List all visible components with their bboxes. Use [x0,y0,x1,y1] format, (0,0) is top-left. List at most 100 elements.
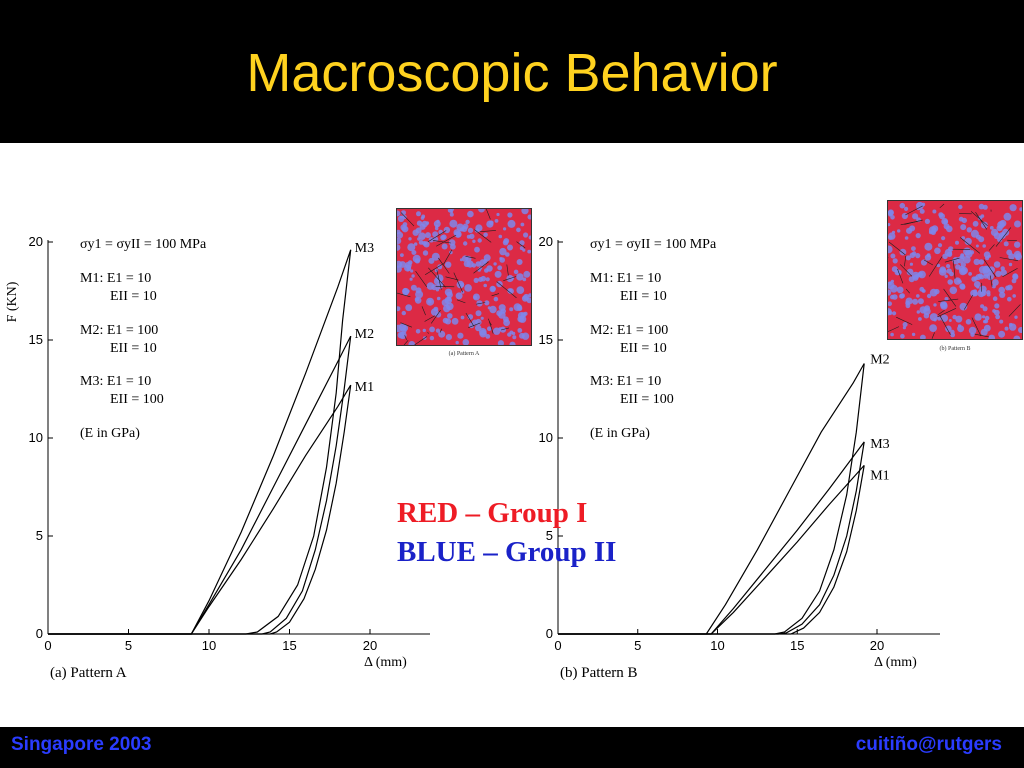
grain-boundary [468,322,481,328]
annot-units: (E in GPa) [80,426,140,441]
chart-caption: (b) Pattern B [560,665,637,681]
grain [975,244,979,248]
grain [896,286,904,294]
grain [527,249,531,254]
grain-boundary [904,219,923,225]
grain [414,297,422,304]
grain [888,301,892,306]
grain [949,286,958,295]
grain-boundary [476,302,486,305]
grain-boundary [436,234,457,247]
grain [924,218,930,224]
grain-boundary [888,326,900,332]
grain [998,232,1006,239]
grain [448,239,456,246]
chart-a-svg: 0 5 10 15 20 0 5 10 15 20 F (KN) Δ (mm) (a) Pattern … [5,234,430,681]
grain [938,212,944,218]
grain [897,229,901,233]
grain [955,315,963,323]
grain [401,225,409,233]
x-tick-label: 10 [202,638,216,653]
grain-boundary [988,244,995,251]
grain [963,255,971,264]
grain [934,288,940,295]
grain [472,293,480,301]
grain [449,219,458,228]
grain [982,265,991,274]
grain [996,225,1003,232]
grain-boundary [970,211,988,227]
grain [445,334,452,341]
grain [432,231,439,238]
grain [983,324,991,332]
grain [493,296,499,302]
grain [523,311,528,316]
grain [905,255,911,261]
grain [498,311,506,319]
grain [982,204,988,210]
grain [946,264,951,269]
grain [516,286,525,294]
series-m1-unloading [48,385,352,635]
grain [984,319,989,324]
grain [930,229,936,235]
grain [509,341,516,345]
grain [408,341,416,345]
series-m1-unloading [558,465,865,635]
grain-boundary [974,333,989,338]
grain [397,210,401,217]
grain [502,239,509,246]
grain-boundary [943,288,957,307]
grain [890,279,894,283]
grain-boundary [999,257,1019,261]
series-m2-unloading [558,363,865,635]
grain-boundary [1007,239,1018,241]
annot-m3-e2: EII = 100 [620,392,674,407]
annot-m2-e2: EII = 10 [620,341,667,356]
grain [891,230,896,234]
grain-boundary [904,255,907,267]
chart-pattern-a: 0 5 10 15 20 0 5 10 15 20 F (KN) Δ (mm) (a) Pattern … [0,195,480,695]
grain [516,304,523,311]
grain [428,257,435,264]
grain [890,215,895,220]
grain [397,231,404,239]
grain [904,236,909,240]
grain-boundary [896,316,913,325]
grain-boundary [430,310,441,324]
grain [985,256,990,261]
grain-boundary [963,294,974,310]
grain [976,285,980,289]
grain [505,252,510,257]
grain [517,328,523,333]
grain [890,284,898,293]
grain-boundary [496,281,517,299]
grain [938,268,947,276]
grain [414,258,421,264]
grain [451,317,459,325]
grain [1005,285,1011,291]
grain [968,326,977,335]
grain [957,324,962,328]
grain [421,214,426,219]
grain [507,288,514,295]
series-label-m3: M3 [355,241,374,256]
grain-boundary [937,310,945,315]
grain [478,209,485,213]
grain [478,277,484,282]
grain-boundary [888,257,889,259]
x-tick-label: 20 [870,638,884,653]
grain-boundary [456,299,466,304]
grain [497,340,504,345]
annot-m3-e1: M3: E1 = 10 [80,374,151,389]
grain [527,214,531,220]
grain [960,224,967,231]
grain-boundary [500,327,510,331]
grain [888,245,893,254]
grain [397,244,401,251]
grain [480,316,484,320]
grain [479,328,487,336]
grain [489,305,497,314]
grain [477,238,482,243]
grain [1014,253,1022,261]
